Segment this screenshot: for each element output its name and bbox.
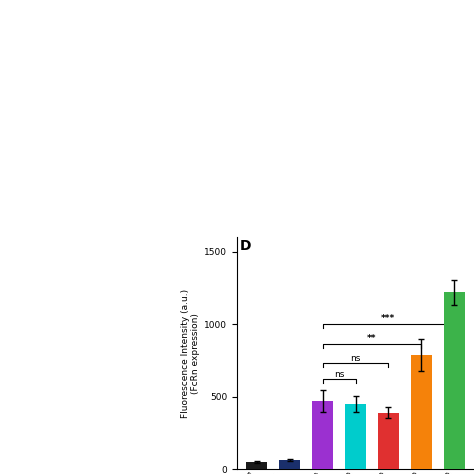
Text: ***: *** [381,314,395,323]
Bar [246,462,267,469]
Text: ns: ns [334,370,344,379]
Text: ns: ns [350,354,361,363]
Y-axis label: Fluorescence Intensity (a.u.)
(FcRn expression): Fluorescence Intensity (a.u.) (FcRn expr… [181,289,200,418]
Bar [312,401,333,469]
Bar [378,413,399,469]
Bar [410,355,432,469]
Bar [279,460,301,469]
Text: **: ** [367,334,377,343]
Bar [444,292,465,469]
Bar [345,404,366,469]
Text: D: D [239,239,251,254]
